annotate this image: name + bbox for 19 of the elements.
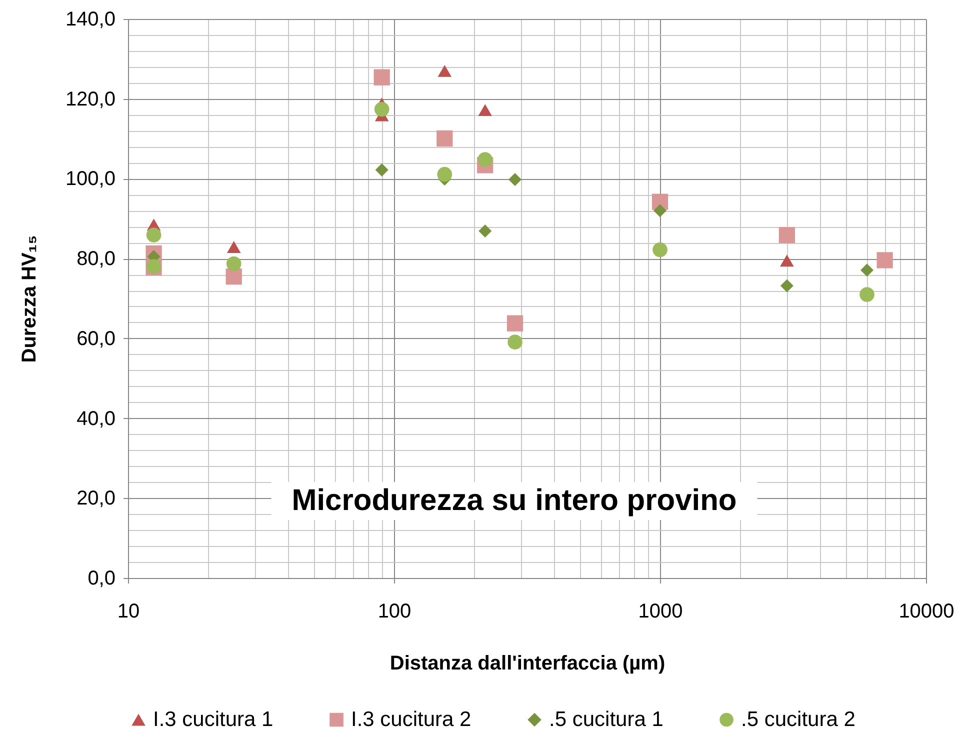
legend-label: I.3 cucitura 2: [351, 708, 472, 731]
y-axis-title: Durezza HV₁₅: [18, 235, 40, 363]
x-tick-label: 10000: [898, 600, 954, 622]
y-tick-label: 100,0: [65, 168, 116, 190]
y-tick-label: 140,0: [65, 8, 116, 30]
legend-label: .5 cucitura 2: [741, 708, 856, 731]
legend-label: I.3 cucitura 1: [153, 708, 274, 731]
y-tick-label: 120,0: [65, 88, 116, 110]
y-tick-label: 60,0: [76, 328, 116, 350]
y-tick-label: 80,0: [76, 248, 116, 270]
x-tick-label: 10: [117, 600, 140, 622]
x-axis-title: Distanza dall'interfaccia (µm): [390, 652, 666, 674]
x-tick-label: 1000: [638, 600, 683, 622]
legend-label: .5 cucitura 1: [549, 708, 664, 731]
y-tick-label: 0,0: [88, 568, 116, 590]
y-tick-label: 20,0: [76, 488, 116, 510]
x-tick-label: 100: [378, 600, 412, 622]
text: Microdurezza su intero provino: [292, 484, 737, 517]
y-tick-label: 40,0: [76, 408, 116, 430]
